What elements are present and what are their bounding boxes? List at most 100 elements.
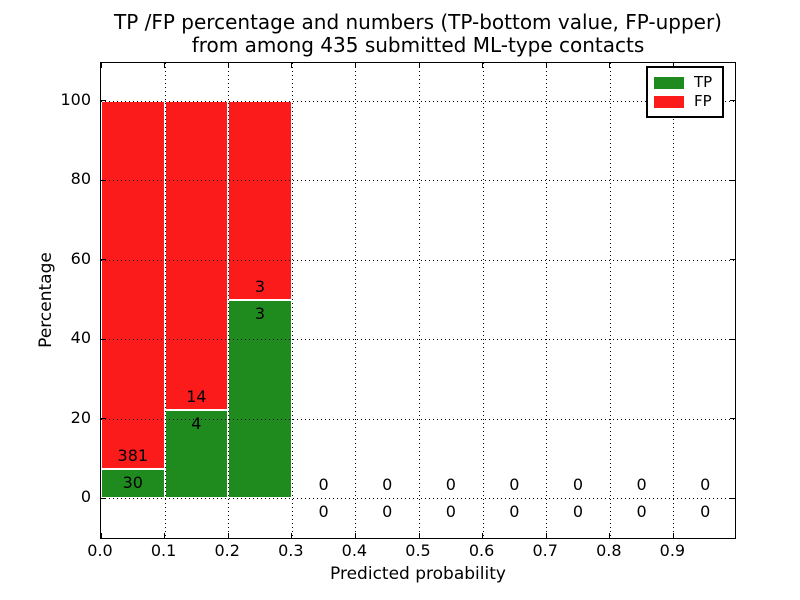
x-tick-mark (164, 533, 166, 538)
tp-count-label: 4 (191, 414, 202, 434)
x-tick-mark (545, 533, 547, 538)
tp-count-label: 0 (445, 502, 456, 522)
y-tick-label: 60 (70, 248, 91, 268)
fp-count-label: 0 (509, 475, 520, 495)
x-tick-mark (227, 63, 229, 68)
fp-legend-label: FP (694, 92, 712, 110)
legend-item-fp: FP (654, 92, 718, 111)
x-tick-mark (291, 533, 293, 538)
fp-count-label: 0 (636, 475, 647, 495)
x-tick-label: 0.1 (150, 541, 177, 560)
tp-legend-label: TP (694, 73, 713, 91)
bar-segment-fp (101, 100, 165, 470)
fp-count-label: 3 (254, 276, 266, 296)
x-tick-mark (482, 63, 484, 68)
x-tick-mark (609, 533, 611, 538)
x-tick-mark (227, 533, 229, 538)
gridline-vertical (228, 63, 230, 538)
gridline-horizontal (101, 180, 735, 182)
x-tick-label: 0.6 (468, 541, 495, 560)
y-tick-mark (730, 259, 735, 261)
fp-count-label: 0 (382, 475, 393, 495)
gridline-vertical (419, 63, 420, 538)
y-tick-mark (101, 497, 106, 499)
tp-count-label: 0 (318, 502, 329, 522)
bar-segment-fp (228, 100, 292, 300)
x-tick-label: 0.7 (532, 541, 558, 560)
gridline-vertical (355, 63, 357, 538)
x-tick-label: 0.8 (596, 541, 622, 560)
plot-area: TP FP 381 30 14 4 3 3 0 0 0 0 0 0 0 0 0 0 0 0 0 0 (100, 62, 736, 539)
y-tick-mark (730, 338, 735, 340)
x-tick-label: 0.9 (659, 541, 686, 560)
y-tick-mark (730, 497, 735, 499)
y-axis-label: Percentage (36, 252, 56, 348)
gridline-horizontal (101, 100, 735, 102)
x-tick-mark (545, 63, 547, 68)
tp-count-label: 30 (122, 473, 143, 493)
x-tick-mark (418, 63, 420, 68)
bar-segment-fp (164, 100, 229, 410)
tp-count-label: 0 (572, 502, 584, 522)
x-tick-mark (418, 533, 420, 538)
x-tick-mark (164, 63, 166, 68)
tp-count-label: 0 (509, 502, 520, 522)
bar-segment-tp (164, 410, 229, 499)
y-tick-mark (730, 179, 735, 181)
chart-title: TP /FP percentage and numbers (TP-bottom… (100, 11, 736, 57)
x-tick-label: 0.4 (341, 541, 368, 560)
fp-count-label: 0 (318, 475, 329, 495)
y-tick-mark (101, 418, 106, 420)
gridline-horizontal (101, 498, 735, 500)
tp-count-label: 0 (636, 502, 647, 522)
x-tick-label: 0.3 (278, 541, 304, 560)
tp-count-label: 0 (700, 502, 711, 522)
y-tick-label: 20 (70, 407, 91, 427)
y-tick-label: 0 (80, 487, 91, 507)
x-tick-mark (100, 63, 102, 68)
x-tick-mark (100, 533, 102, 538)
gridline-horizontal (101, 339, 735, 341)
fp-count-label: 381 (117, 446, 149, 466)
legend-item-tp: TP (654, 73, 718, 92)
y-tick-mark (101, 338, 106, 340)
gridline-vertical (673, 63, 675, 538)
fp-count-label: 0 (445, 475, 456, 495)
x-tick-mark (609, 63, 611, 68)
x-tick-mark (482, 533, 484, 538)
x-tick-label: 0.5 (405, 541, 431, 560)
x-tick-mark (672, 533, 674, 538)
gridline-horizontal (101, 418, 735, 420)
gridline-vertical (291, 63, 293, 538)
y-tick-label: 100 (60, 89, 91, 109)
fp-count-label: 0 (700, 475, 711, 495)
x-tick-mark (354, 63, 356, 68)
legend: TP FP (646, 66, 724, 118)
tp-count-label: 3 (254, 303, 266, 323)
tp-count-label: 0 (382, 502, 393, 522)
x-tick-mark (354, 533, 356, 538)
y-tick-mark (101, 179, 106, 181)
chart-title-line2: from among 435 submitted ML-type contact… (191, 33, 645, 57)
gridline-vertical (546, 63, 548, 538)
gridline-vertical (482, 63, 484, 538)
x-tick-mark (291, 63, 293, 68)
gridline-horizontal (101, 259, 735, 261)
y-tick-label: 40 (70, 328, 91, 348)
x-tick-label: 0.2 (214, 541, 240, 560)
bar-segment-tp (228, 299, 292, 499)
x-axis-label: Predicted probability (330, 564, 506, 584)
y-tick-mark (101, 259, 106, 261)
fp-count-label: 0 (572, 475, 584, 495)
y-tick-mark (101, 100, 106, 102)
y-tick-label: 80 (70, 169, 91, 189)
bar-segment-tp (101, 469, 165, 499)
gridline-vertical (164, 63, 166, 538)
x-tick-mark (672, 63, 674, 68)
fp-legend-swatch (654, 95, 684, 108)
y-tick-mark (730, 100, 735, 102)
y-tick-mark (730, 418, 735, 420)
fp-count-label: 14 (186, 387, 207, 407)
x-tick-label: 0.0 (87, 541, 113, 560)
